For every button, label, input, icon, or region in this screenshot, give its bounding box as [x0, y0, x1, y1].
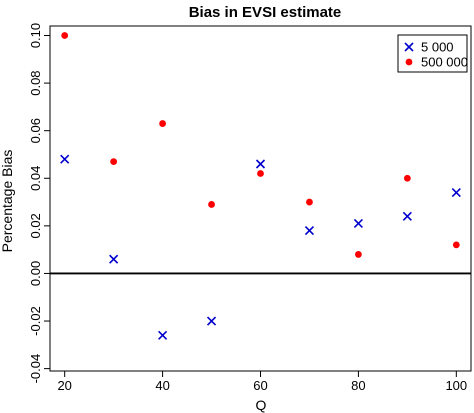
- point-5000: [304, 226, 315, 236]
- legend-marker-500000: [405, 58, 413, 66]
- x-tick-label: 40: [155, 378, 169, 393]
- legend-label-5000: 5 000: [421, 40, 454, 55]
- point-500000: [452, 241, 460, 249]
- x-axis: 20 40 60 80 100: [57, 371, 467, 393]
- x-marker-stroke: [404, 42, 414, 52]
- point-5000: [109, 254, 119, 264]
- x-marker-stroke: [60, 154, 70, 164]
- point-500000: [61, 32, 69, 39]
- point-5000: [451, 187, 461, 198]
- x-marker-stroke: [206, 316, 217, 326]
- point-5000: [353, 218, 363, 229]
- point-5000: [60, 154, 70, 164]
- y-axis: -0.04 -0.02 0.00 0.02 0.04 0.06 0.08 0.10: [28, 23, 50, 384]
- y-tick-label: 0.04: [28, 166, 43, 191]
- x-marker-stroke: [255, 159, 266, 169]
- point-500000: [306, 198, 313, 206]
- point-500000: [257, 170, 264, 177]
- x-marker-stroke: [353, 218, 363, 229]
- y-tick-label: 0.00: [28, 261, 43, 286]
- plot-frame: [49, 25, 472, 372]
- point-5000: [158, 330, 168, 340]
- point-500000: [159, 120, 166, 127]
- x-tick-label: 80: [351, 378, 365, 393]
- y-axis-label: Percentage Bias: [0, 150, 15, 253]
- legend-box: [397, 34, 468, 73]
- x-tick-label: 100: [445, 378, 467, 393]
- y-tick-label: -0.04: [28, 354, 43, 384]
- point-500000: [208, 201, 215, 208]
- legend-label-500000: 500 000: [421, 55, 468, 70]
- x-marker-stroke: [158, 330, 168, 340]
- x-axis-label: Q: [256, 397, 267, 413]
- legend-marker-5000: [404, 42, 414, 52]
- point-500000: [403, 174, 411, 182]
- x-marker-stroke: [402, 211, 412, 221]
- chart-title: Bias in EVSI estimate: [189, 4, 342, 21]
- point-500000: [355, 251, 362, 258]
- y-tick-label: -0.02: [28, 306, 43, 336]
- data-points: [60, 32, 461, 340]
- y-tick-label: 0.10: [28, 23, 43, 48]
- x-marker-stroke: [304, 226, 315, 236]
- point-5000: [206, 316, 217, 326]
- y-tick-label: 0.08: [28, 70, 43, 95]
- y-tick-label: 0.02: [28, 213, 43, 238]
- x-tick-label: 60: [253, 378, 267, 393]
- x-marker-stroke: [109, 254, 119, 264]
- point-5000: [402, 211, 412, 221]
- x-marker-stroke: [451, 187, 461, 198]
- point-500000: [110, 158, 118, 166]
- point-5000: [255, 159, 266, 169]
- y-tick-label: 0.06: [28, 118, 43, 143]
- x-tick-label: 20: [57, 378, 71, 393]
